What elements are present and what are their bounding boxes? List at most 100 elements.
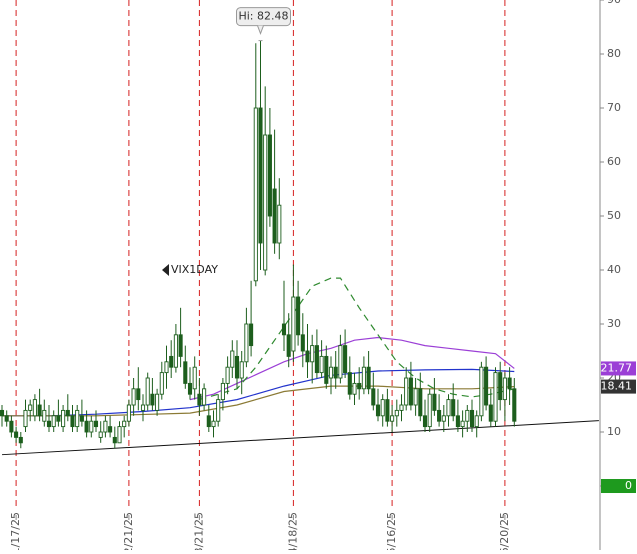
candle-body: [70, 415, 75, 428]
y-tick-label: 60: [607, 155, 621, 168]
candle-body: [65, 409, 70, 417]
symbol-label: VIX1DAY: [171, 263, 218, 276]
candle-body: [89, 420, 94, 433]
candle-body: [234, 355, 240, 379]
candle-body: [159, 372, 164, 395]
candle-body: [488, 404, 493, 422]
candle-body: [155, 393, 160, 411]
candle-body: [507, 377, 512, 390]
candle-body: [366, 366, 371, 390]
candle-body: [310, 345, 315, 363]
candle-body: [437, 409, 442, 422]
candle-body: [324, 355, 329, 384]
candle-body: [206, 415, 211, 428]
x-tick-label: 6/20/25: [498, 512, 511, 550]
moving-average: [2, 368, 515, 417]
candle-body: [112, 436, 117, 444]
candle-body: [103, 420, 108, 433]
candle-body: [23, 409, 28, 428]
candle-body: [272, 188, 277, 244]
candle-body: [249, 323, 254, 347]
candle-body: [305, 350, 310, 363]
symbol-marker: [162, 264, 169, 276]
candle-body: [253, 107, 258, 282]
candle-body: [51, 415, 56, 428]
candle-body: [404, 377, 409, 406]
candle-body: [263, 134, 268, 271]
price-tag: [601, 479, 636, 494]
candle-body: [455, 415, 460, 428]
candle-body: [216, 399, 221, 422]
plot-area: [0, 0, 600, 550]
candle-body: [267, 134, 272, 217]
price-tag: [601, 379, 636, 394]
candle-body: [385, 399, 390, 422]
x-tick-label: 4/18/25: [286, 512, 299, 550]
candle-body: [0, 409, 5, 417]
candle-body: [122, 420, 127, 428]
candle-body: [418, 388, 423, 417]
candle-body: [220, 382, 225, 401]
candle-body: [131, 388, 136, 406]
y-tick-label: 40: [607, 263, 621, 276]
candle-body: [413, 388, 418, 406]
candle-body: [244, 323, 249, 363]
candle-body: [61, 409, 66, 428]
annotation: Hi: 82.48: [238, 10, 288, 23]
candle-body: [93, 420, 99, 428]
candle-body: [126, 404, 131, 422]
candle-body: [493, 372, 498, 422]
candle-body: [98, 431, 103, 438]
price-tag: [601, 361, 636, 376]
candle-body: [192, 366, 197, 390]
candle-body: [408, 377, 413, 406]
candle-body: [432, 393, 437, 411]
candle-body: [4, 415, 9, 422]
candle-body: [187, 382, 193, 395]
candle-body: [75, 409, 80, 428]
candle-body: [347, 372, 352, 395]
candle-body: [202, 388, 207, 406]
candle-body: [291, 296, 296, 352]
y-tick-label: 90: [607, 0, 621, 6]
candle-body: [169, 355, 174, 368]
trendline: [1, 420, 599, 456]
y-tick-label: 30: [607, 317, 621, 330]
price-tag-label: 21.77: [601, 361, 633, 374]
y-tick-label: 80: [607, 47, 621, 60]
candle-body: [37, 404, 42, 417]
candle-body: [375, 404, 381, 417]
x-tick-label: 2/21/25: [122, 512, 135, 550]
candle-body: [469, 409, 475, 428]
annotation-pointer: [257, 25, 264, 36]
moving-average: [199, 277, 515, 401]
candle-body: [14, 431, 19, 438]
candle-body: [197, 393, 202, 406]
candle-body: [117, 426, 122, 444]
candle-body: [380, 399, 385, 417]
candle-body: [357, 382, 362, 390]
candle-body: [484, 366, 489, 406]
y-tick-label: 10: [607, 425, 621, 438]
y-tick-label: 50: [607, 209, 621, 222]
candle-body: [502, 377, 507, 401]
candle-body: [296, 296, 301, 336]
price-tag-label: 0: [625, 479, 632, 492]
candle-body: [211, 420, 216, 428]
candle-body: [479, 366, 484, 417]
candle-body: [361, 366, 366, 390]
candle-body: [46, 420, 52, 428]
candle-body: [343, 345, 348, 374]
candle-body: [173, 334, 178, 368]
candle-body: [352, 382, 357, 395]
candle-body: [465, 409, 470, 422]
candle-body: [164, 361, 169, 374]
candle-body: [32, 399, 37, 417]
candle-body: [239, 361, 244, 379]
y-tick-label: 70: [607, 101, 621, 114]
candle-body: [422, 415, 428, 428]
candle-body: [145, 377, 150, 406]
candle-body: [512, 388, 517, 422]
x-tick-label: 1/17/25: [9, 512, 22, 550]
